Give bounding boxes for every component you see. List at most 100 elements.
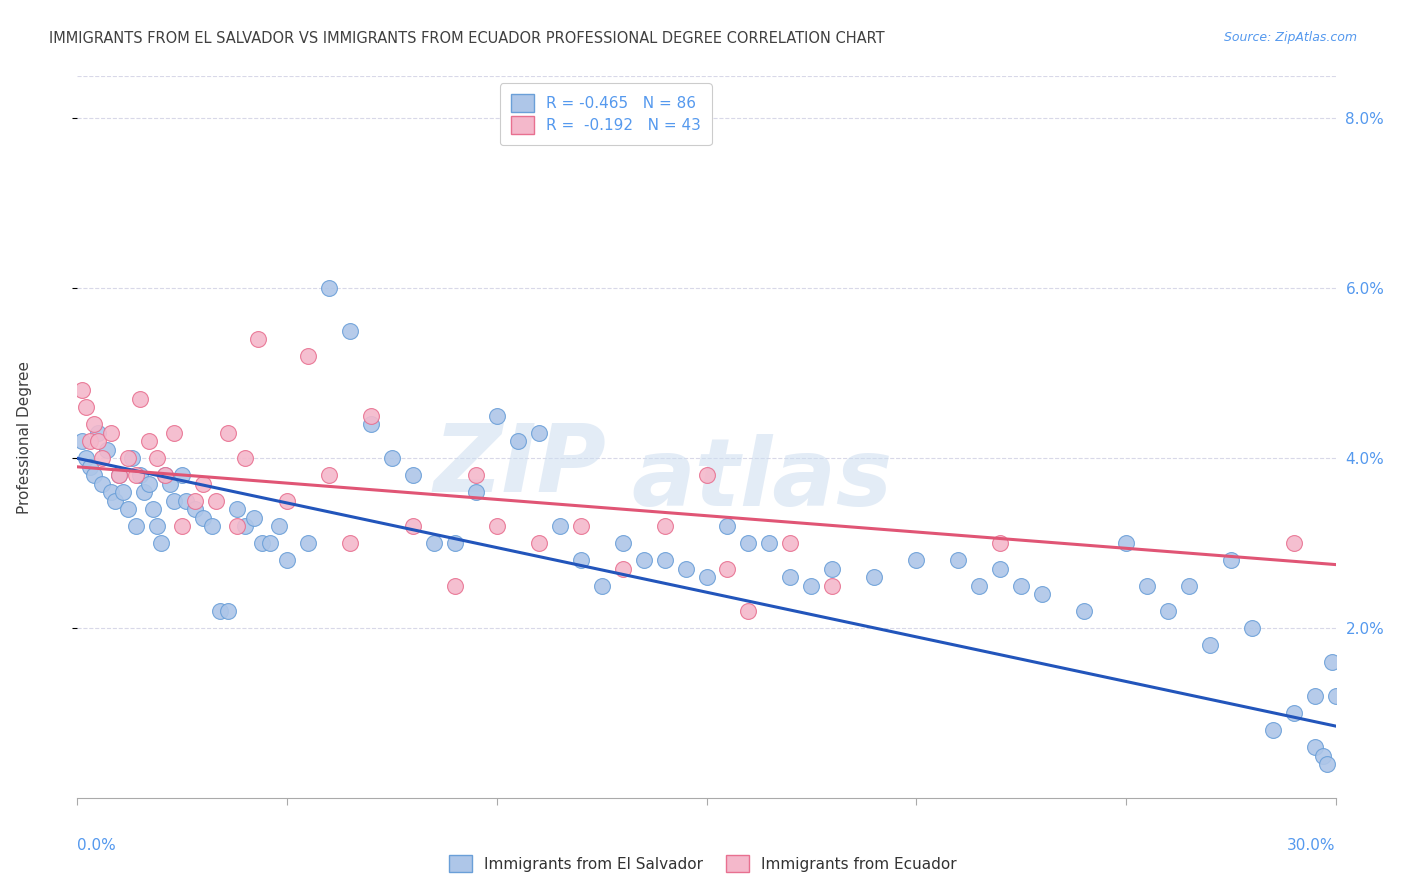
Point — [191, 476, 215, 491]
Point — [176, 493, 198, 508]
Point — [800, 579, 823, 593]
Point — [485, 409, 508, 423]
Point — [905, 553, 928, 567]
Point — [1073, 604, 1095, 618]
Point — [233, 451, 256, 466]
Point — [1199, 638, 1222, 652]
Point — [988, 562, 1011, 576]
Text: Professional Degree: Professional Degree — [17, 360, 32, 514]
Point — [675, 562, 697, 576]
Point — [163, 425, 186, 440]
Point — [125, 519, 148, 533]
Point — [967, 579, 990, 593]
Point — [184, 502, 207, 516]
Text: IMMIGRANTS FROM EL SALVADOR VS IMMIGRANTS FROM ECUADOR PROFESSIONAL DEGREE CORRE: IMMIGRANTS FROM EL SALVADOR VS IMMIGRANT… — [49, 31, 884, 46]
Point — [100, 485, 122, 500]
Text: atlas: atlas — [631, 434, 893, 526]
Point — [91, 476, 114, 491]
Point — [79, 434, 101, 449]
Point — [948, 553, 970, 567]
Point — [104, 493, 127, 508]
Point — [1282, 706, 1305, 721]
Text: 30.0%: 30.0% — [1288, 838, 1336, 853]
Point — [267, 519, 290, 533]
Point — [138, 476, 160, 491]
Point — [191, 511, 215, 525]
Point — [654, 553, 676, 567]
Point — [464, 468, 486, 483]
Point — [863, 570, 886, 584]
Point — [612, 536, 634, 550]
Point — [75, 401, 97, 415]
Point — [1261, 723, 1284, 738]
Point — [117, 502, 139, 516]
Point — [146, 519, 169, 533]
Point — [779, 536, 801, 550]
Legend: Immigrants from El Salvador, Immigrants from Ecuador: Immigrants from El Salvador, Immigrants … — [441, 847, 965, 880]
Point — [360, 409, 382, 423]
Point — [402, 519, 425, 533]
Point — [1303, 740, 1326, 755]
Point — [444, 536, 467, 550]
Point — [381, 451, 404, 466]
Point — [988, 536, 1011, 550]
Point — [225, 519, 247, 533]
Point — [200, 519, 222, 533]
Point — [360, 417, 382, 432]
Point — [779, 570, 801, 584]
Point — [155, 468, 177, 483]
Point — [163, 493, 186, 508]
Point — [612, 562, 634, 576]
Point — [591, 579, 613, 593]
Point — [108, 468, 131, 483]
Point — [155, 468, 177, 483]
Point — [339, 324, 361, 338]
Point — [1219, 553, 1241, 567]
Point — [1324, 690, 1347, 704]
Point — [242, 511, 264, 525]
Point — [129, 392, 152, 406]
Point — [150, 536, 173, 550]
Point — [87, 425, 110, 440]
Point — [79, 459, 101, 474]
Point — [402, 468, 425, 483]
Point — [204, 493, 226, 508]
Point — [737, 536, 759, 550]
Point — [142, 502, 165, 516]
Point — [696, 468, 718, 483]
Point — [70, 434, 93, 449]
Point — [633, 553, 655, 567]
Point — [485, 519, 508, 533]
Point — [1312, 748, 1334, 763]
Point — [276, 493, 298, 508]
Point — [737, 604, 759, 618]
Point — [159, 476, 181, 491]
Point — [569, 553, 592, 567]
Point — [716, 519, 738, 533]
Point — [250, 536, 273, 550]
Point — [1178, 579, 1201, 593]
Point — [246, 332, 269, 346]
Point — [464, 485, 486, 500]
Point — [259, 536, 281, 550]
Point — [423, 536, 446, 550]
Point — [1320, 656, 1343, 670]
Point — [318, 468, 340, 483]
Point — [125, 468, 148, 483]
Legend: R = -0.465   N = 86, R =  -0.192   N = 43: R = -0.465 N = 86, R = -0.192 N = 43 — [501, 84, 711, 145]
Point — [297, 536, 319, 550]
Point — [527, 536, 550, 550]
Point — [172, 519, 194, 533]
Point — [208, 604, 231, 618]
Point — [83, 468, 105, 483]
Point — [716, 562, 738, 576]
Point — [821, 562, 844, 576]
Point — [548, 519, 571, 533]
Point — [121, 451, 143, 466]
Point — [444, 579, 467, 593]
Point — [225, 502, 247, 516]
Point — [1157, 604, 1180, 618]
Point — [1303, 690, 1326, 704]
Point — [569, 519, 592, 533]
Point — [297, 349, 319, 363]
